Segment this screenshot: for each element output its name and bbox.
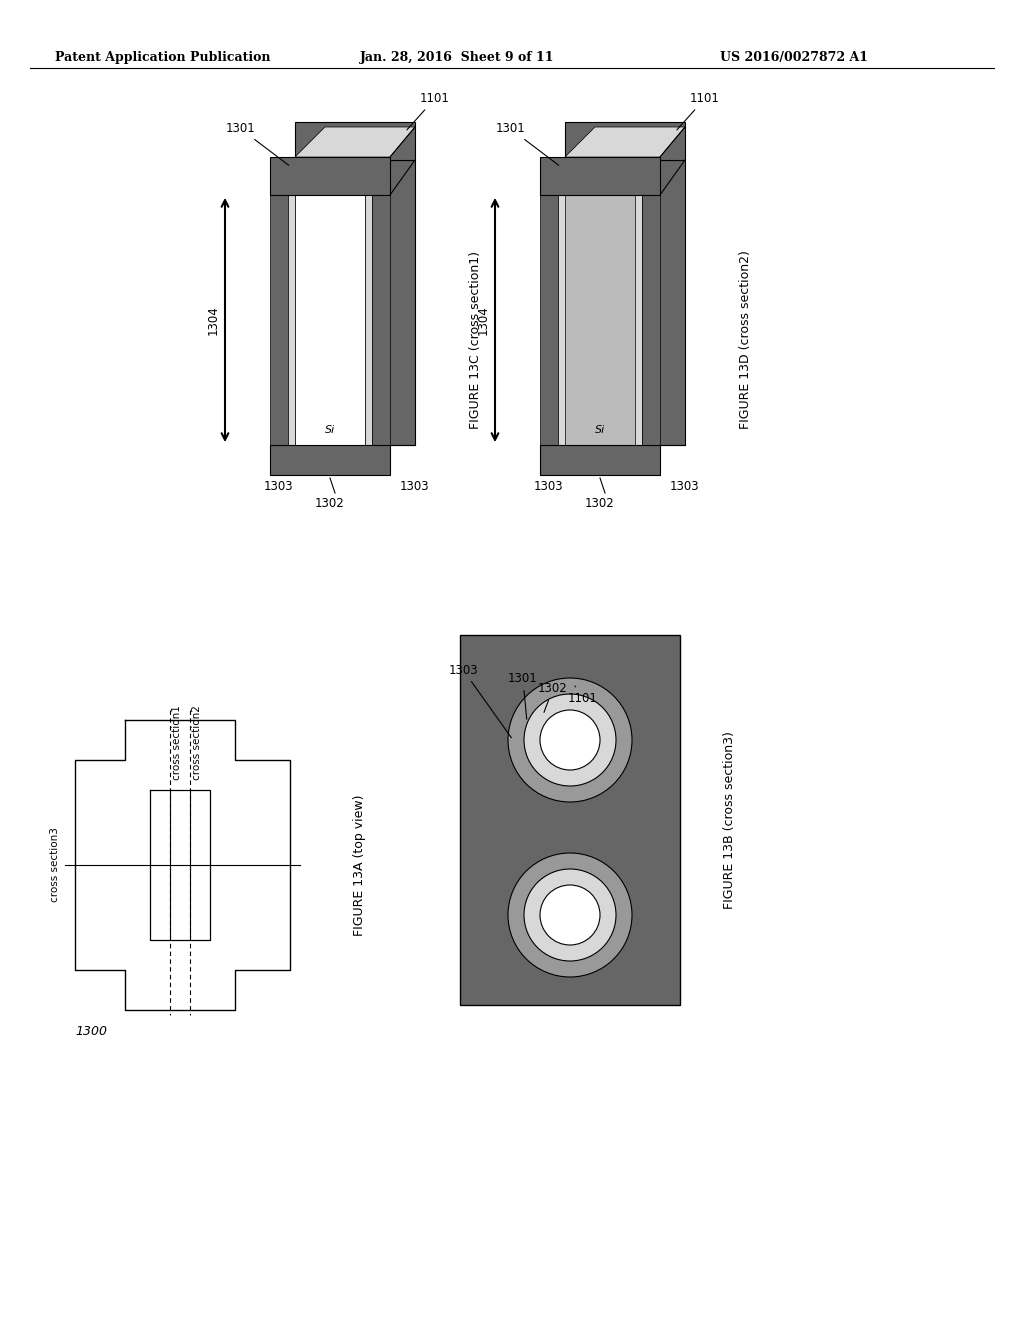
Bar [565,160,685,445]
Text: 1302: 1302 [538,682,567,713]
Bar [558,195,642,445]
Circle shape [508,853,632,977]
Text: FIGURE 13A (top view): FIGURE 13A (top view) [353,795,367,936]
Text: 1304: 1304 [207,305,219,335]
Text: 1302: 1302 [315,498,345,510]
Text: Patent Application Publication: Patent Application Publication [55,50,270,63]
Bar [460,635,680,1005]
Bar [295,121,415,160]
Text: US 2016/0027872 A1: US 2016/0027872 A1 [720,50,868,63]
Circle shape [540,884,600,945]
Polygon shape [565,127,685,157]
Text: 1303: 1303 [263,480,293,492]
Bar [642,195,660,445]
Text: 1303: 1303 [670,480,699,492]
Bar [270,445,390,475]
Text: cross section2: cross section2 [193,705,202,780]
Bar [540,157,660,195]
Text: 1303: 1303 [449,664,511,738]
Bar [288,195,295,445]
Text: 1101: 1101 [568,686,598,705]
Text: 1101: 1101 [407,92,450,129]
Circle shape [524,694,616,785]
Text: 1300: 1300 [75,1026,106,1038]
Circle shape [524,869,616,961]
Text: 1301: 1301 [496,121,559,165]
Bar [270,195,288,445]
Bar [372,195,390,445]
Text: Si: Si [325,425,335,436]
Text: 1101: 1101 [677,92,720,129]
Text: FIGURE 13B (cross section3): FIGURE 13B (cross section3) [724,731,736,909]
Polygon shape [295,127,415,157]
Text: 1303: 1303 [534,480,563,492]
Text: FIGURE 13C (cross section1): FIGURE 13C (cross section1) [469,251,481,429]
Text: Jan. 28, 2016  Sheet 9 of 11: Jan. 28, 2016 Sheet 9 of 11 [360,50,555,63]
Bar [270,157,390,195]
Text: 1304: 1304 [476,305,489,335]
Bar [565,121,685,160]
Bar [540,445,660,475]
Circle shape [540,710,600,770]
Text: 1301: 1301 [225,121,289,165]
Text: 1302: 1302 [585,498,614,510]
Circle shape [508,678,632,803]
Text: cross section3: cross section3 [50,828,60,903]
Text: FIGURE 13D (cross section2): FIGURE 13D (cross section2) [738,251,752,429]
Text: 1303: 1303 [400,480,430,492]
Text: Si: Si [595,425,605,436]
Bar [365,195,372,445]
Bar [540,195,558,445]
Text: cross section1: cross section1 [172,705,182,780]
Bar [295,160,415,445]
Bar [295,195,365,445]
Text: 1301: 1301 [508,672,538,719]
Bar [565,195,635,445]
